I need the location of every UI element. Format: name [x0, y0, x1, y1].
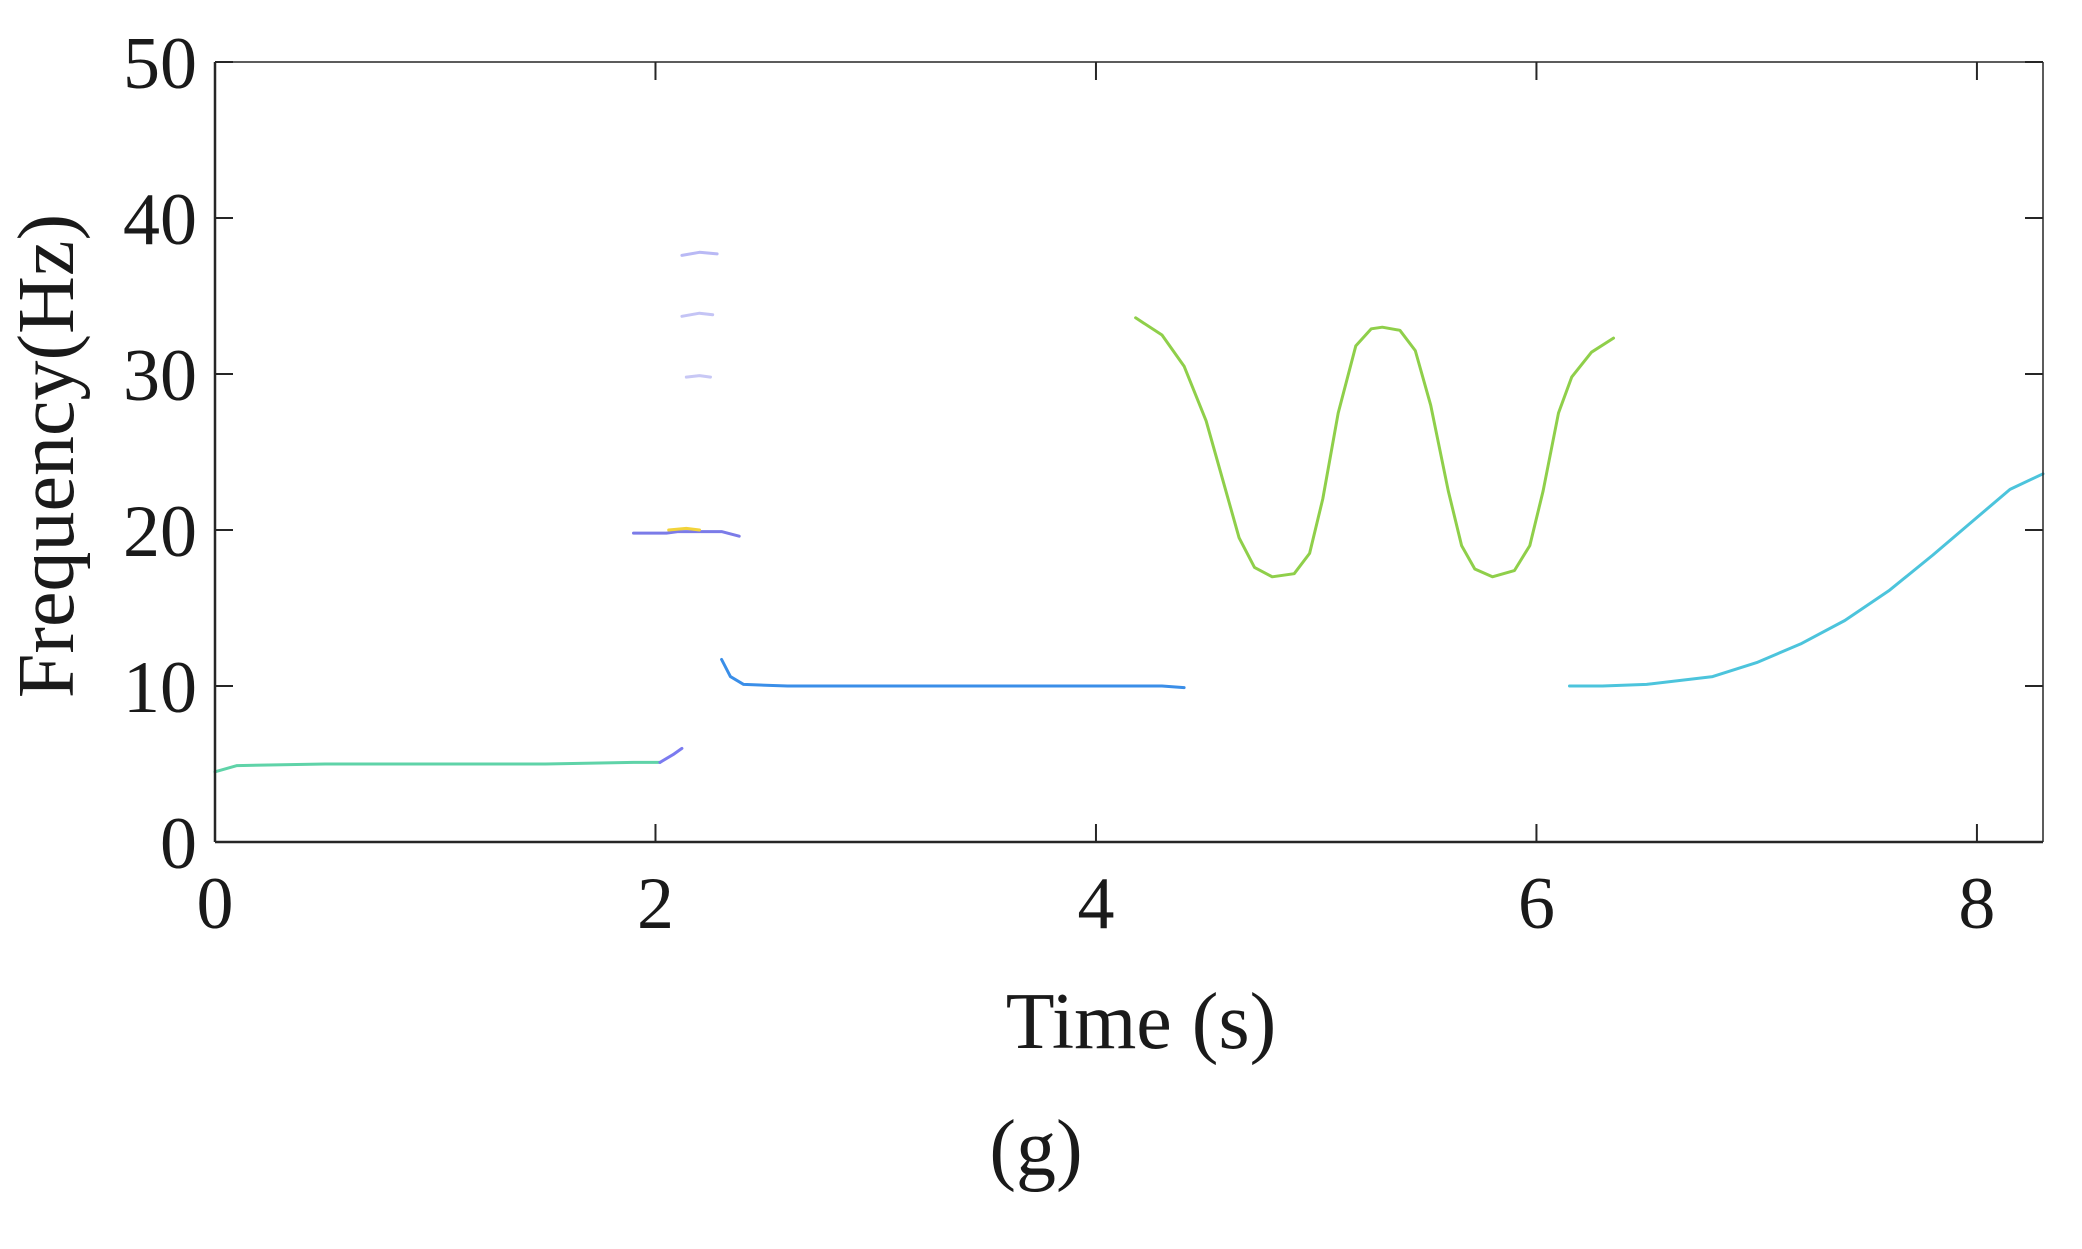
- y-axis-label: Frequency(Hz): [3, 214, 91, 698]
- series-line-2: [658, 746, 684, 764]
- tick-labels: 0 2 4 6 8 0 10 20 30 40 50: [123, 23, 1995, 945]
- plot-background: [215, 62, 2043, 842]
- y-tick-label: 0: [160, 803, 197, 885]
- y-tick-label: 10: [123, 647, 197, 729]
- x-tick-label: 0: [197, 863, 234, 945]
- axes: [213, 61, 2044, 844]
- series-line-9: [1134, 316, 1615, 579]
- panel-label: (g): [989, 1105, 1082, 1193]
- x-tick-label: 6: [1518, 863, 1555, 945]
- series-line-4: [667, 526, 701, 532]
- data-series-group: [213, 250, 2045, 774]
- x-axis-label: Time (s): [1006, 978, 1276, 1066]
- series-line-6: [680, 311, 715, 318]
- series-line-3: [632, 530, 741, 538]
- x-tick-label: 4: [1077, 863, 1114, 945]
- y-tick-label: 20: [123, 491, 197, 573]
- series-line-1: [213, 760, 662, 774]
- x-tick-label: 8: [1958, 863, 1995, 945]
- series-line-8: [720, 658, 1186, 690]
- y-tick-label: 40: [123, 179, 197, 261]
- series-line-5: [680, 250, 719, 257]
- y-tick-label: 30: [123, 335, 197, 417]
- series-line-7: [684, 374, 712, 379]
- x-tick-label: 2: [637, 863, 674, 945]
- y-tick-label: 50: [123, 23, 197, 105]
- series-line-10: [1568, 472, 2045, 688]
- plot-area: [215, 62, 2043, 842]
